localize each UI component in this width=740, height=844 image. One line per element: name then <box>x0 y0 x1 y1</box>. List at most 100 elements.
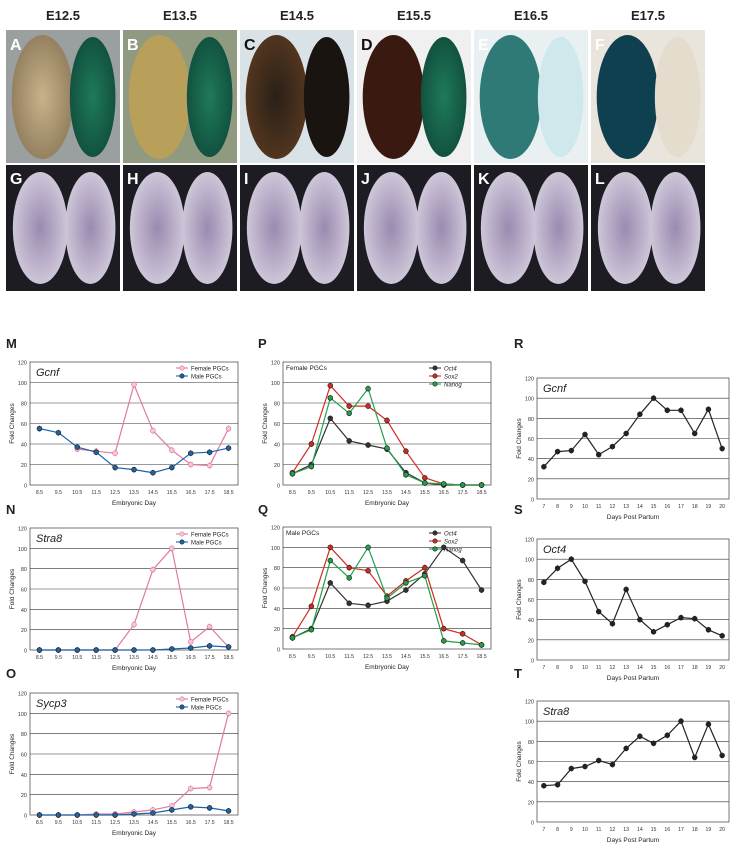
series <box>289 544 485 648</box>
y-axis-label: Fold Changes <box>9 733 16 774</box>
female-gonad <box>12 172 68 284</box>
panel-letter: H <box>127 171 139 188</box>
data-point <box>595 608 602 615</box>
data-point <box>595 451 602 458</box>
legend-marker <box>179 373 185 379</box>
legend-label: Nanog <box>444 382 462 388</box>
y-tick-label: 20 <box>528 638 534 644</box>
stage-label: E15.5 <box>397 8 431 23</box>
data-point <box>206 623 213 630</box>
x-tick-label: 9.5 <box>55 820 62 826</box>
data-point <box>346 575 352 581</box>
photo-panel-bottom: J <box>357 165 471 291</box>
data-point <box>150 427 156 434</box>
data-point <box>650 740 657 747</box>
inset-label: Female PGCs <box>286 365 328 372</box>
inset-label: Male PGCs <box>286 530 320 537</box>
y-tick-label: 0 <box>277 484 280 490</box>
data-point <box>609 620 616 627</box>
legend: Female PGCs Male PGCs <box>176 696 229 711</box>
data-point <box>169 447 175 453</box>
stage-label: E13.5 <box>163 8 197 23</box>
y-tick-label: 100 <box>525 397 534 403</box>
legend-label: Male PGCs <box>191 374 222 380</box>
photo-panel-top: A <box>6 30 120 163</box>
x-tick-label: 18.5 <box>223 820 233 826</box>
female-gonad <box>129 172 185 284</box>
data-point <box>327 580 334 586</box>
data-point <box>55 812 62 818</box>
y-tick-label: 80 <box>274 402 280 408</box>
x-tick-label: 14.5 <box>148 490 158 496</box>
data-point <box>131 621 137 628</box>
x-tick-label: 19 <box>706 504 712 510</box>
y-tick-label: 40 <box>21 773 27 779</box>
data-point <box>112 647 118 653</box>
y-tick-label: 100 <box>18 547 27 553</box>
chart-p: P 0 20 40 60 80 100 120 8.5 9.5 10.5 11.5 12.5 13.5 14… <box>258 336 492 507</box>
data-point <box>384 417 390 424</box>
y-tick-label: 100 <box>18 381 27 387</box>
male-gonad <box>303 37 350 157</box>
data-point <box>478 482 485 488</box>
x-tick-label: 13.5 <box>129 655 139 661</box>
series <box>289 385 485 488</box>
y-tick-label: 60 <box>274 587 280 593</box>
panel-letter: F <box>595 37 605 54</box>
x-tick-label: 15 <box>651 827 657 833</box>
data-point <box>582 578 588 585</box>
legend-label: Oct4 <box>444 366 457 372</box>
x-tick-label: 10.5 <box>72 490 82 496</box>
x-tick-label: 15 <box>651 665 657 671</box>
legend: Female PGCs Male PGCs <box>176 365 229 380</box>
data-point <box>131 811 137 817</box>
chart-title: Gcnf <box>36 367 60 379</box>
data-point <box>187 639 194 645</box>
panel-letter: C <box>244 37 256 54</box>
data-point <box>74 812 81 818</box>
data-point <box>678 407 684 414</box>
x-tick-label: 13 <box>623 504 629 510</box>
y-tick-label: 60 <box>21 588 27 594</box>
x-tick-label: 16 <box>664 504 670 510</box>
data-point <box>637 733 643 740</box>
panel-letter: P <box>258 336 267 351</box>
photo-panel-top: E <box>474 30 588 163</box>
y-tick-label: 120 <box>18 692 27 698</box>
series <box>541 718 725 789</box>
y-tick-label: 40 <box>21 443 27 449</box>
chart-r: R 0 20 40 60 80 100 120 7 8 9 10 11 12 13 14 15 16 17 18 19 2… <box>514 336 730 521</box>
legend-marker <box>432 546 438 552</box>
y-tick-label: 20 <box>528 477 534 483</box>
chart-m: M 0 20 40 60 80 100 120 8.5 9.5 10.5 11.5 12.5 13.5 14… <box>6 336 239 507</box>
x-tick-label: 7 <box>542 504 545 510</box>
x-axis-label: Days Post Partum <box>607 675 659 682</box>
data-point <box>308 603 315 610</box>
data-point <box>112 450 118 456</box>
y-tick-label: 120 <box>525 538 534 544</box>
series <box>289 544 485 648</box>
y-tick-label: 40 <box>528 457 534 463</box>
x-tick-label: 14.5 <box>148 655 158 661</box>
y-tick-label: 120 <box>18 361 27 367</box>
data-point <box>112 812 118 818</box>
x-tick-label: 9.5 <box>308 654 315 660</box>
data-point <box>719 752 725 759</box>
chart-title: Sycp3 <box>36 698 67 710</box>
x-tick-label: 17 <box>678 827 684 833</box>
photo-panel-bottom: K <box>474 165 588 291</box>
x-tick-label: 14.5 <box>401 490 411 496</box>
y-tick-label: 60 <box>21 753 27 759</box>
data-point <box>308 463 315 470</box>
data-point <box>150 469 156 476</box>
x-tick-label: 19 <box>706 665 712 671</box>
data-point <box>131 466 137 473</box>
x-tick-label: 17.5 <box>205 490 215 496</box>
x-tick-label: 8 <box>556 827 559 833</box>
x-tick-label: 17 <box>678 665 684 671</box>
male-gonad <box>537 37 584 157</box>
y-tick-label: 20 <box>21 628 27 634</box>
data-point <box>131 647 137 653</box>
data-point <box>206 784 213 791</box>
y-tick-label: 80 <box>528 578 534 584</box>
